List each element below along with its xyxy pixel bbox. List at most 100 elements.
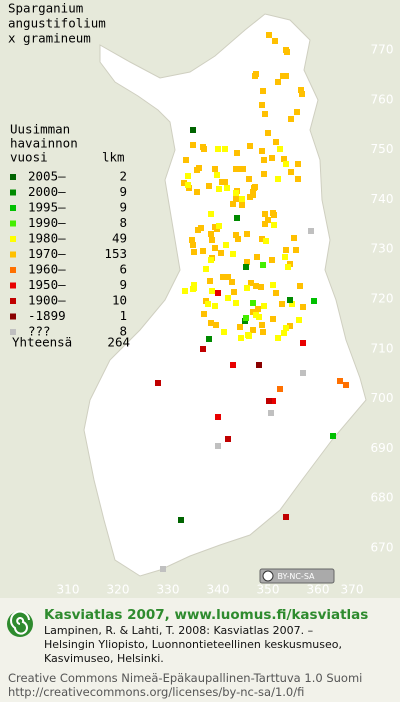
observation bbox=[191, 249, 197, 255]
observation bbox=[225, 295, 231, 301]
axes: 310 320 330 340 350 360 370 770 760 750 740 730 720 7… bbox=[57, 43, 394, 597]
legend-swatch bbox=[10, 236, 16, 242]
observation bbox=[297, 283, 303, 289]
x-axis-label: 350 bbox=[257, 583, 280, 597]
legend-count: 8 bbox=[119, 324, 127, 339]
observation bbox=[206, 183, 212, 189]
observation bbox=[212, 245, 218, 251]
observation bbox=[260, 88, 266, 94]
observation bbox=[155, 380, 161, 386]
observation bbox=[265, 130, 271, 136]
reference-line: Kasvimuseo, Helsinki. bbox=[44, 652, 164, 665]
observation bbox=[190, 142, 196, 148]
observation bbox=[233, 232, 239, 238]
observation bbox=[229, 279, 235, 285]
y-axis-label: 760 bbox=[371, 92, 394, 106]
observation bbox=[235, 236, 241, 242]
observation bbox=[281, 156, 287, 162]
observation bbox=[212, 303, 218, 309]
observation bbox=[190, 242, 196, 248]
observation bbox=[243, 315, 249, 321]
legend-label: 1980– bbox=[28, 231, 66, 246]
legend-label: 1900– bbox=[28, 293, 66, 308]
observation bbox=[259, 148, 265, 154]
observation bbox=[208, 231, 214, 237]
observation bbox=[275, 79, 281, 85]
observation bbox=[234, 215, 240, 221]
observation bbox=[283, 514, 289, 520]
cc-badge: BY-NC-SA bbox=[259, 568, 335, 584]
observation bbox=[248, 280, 254, 286]
observation bbox=[200, 346, 206, 352]
observation bbox=[260, 262, 266, 268]
observation bbox=[299, 91, 305, 97]
observation bbox=[178, 517, 184, 523]
legend-count: 10 bbox=[112, 293, 127, 308]
observation bbox=[291, 235, 297, 241]
observation bbox=[275, 335, 281, 341]
license-line: http://creativecommons.org/licenses/by-n… bbox=[8, 685, 305, 699]
observation bbox=[287, 297, 293, 303]
total-label: Yhteensä bbox=[12, 335, 72, 350]
legend-label: -1899 bbox=[28, 308, 66, 323]
y-axis-label: 670 bbox=[371, 541, 394, 555]
observation bbox=[270, 398, 276, 404]
observation bbox=[185, 173, 191, 179]
legend-count: 9 bbox=[119, 184, 127, 199]
legend-label: 1990– bbox=[28, 215, 66, 230]
observation bbox=[223, 242, 229, 248]
y-axis-label: 710 bbox=[371, 341, 394, 355]
legend-header: Uusimman bbox=[10, 122, 70, 137]
observation bbox=[260, 329, 266, 335]
observation bbox=[259, 322, 265, 328]
observation bbox=[250, 192, 256, 198]
observation bbox=[212, 166, 218, 172]
credits-heading: Kasviatlas 2007, www.luomus.fi/kasviatla… bbox=[44, 607, 368, 623]
legend-label: 2000– bbox=[28, 184, 66, 199]
observation bbox=[208, 211, 214, 217]
observation bbox=[343, 382, 349, 388]
species-name: angustifolium bbox=[8, 16, 106, 31]
y-axis-label: 740 bbox=[371, 192, 394, 206]
observation bbox=[300, 370, 306, 376]
observation bbox=[233, 300, 239, 306]
legend-header: vuosi bbox=[10, 150, 48, 165]
observation bbox=[262, 211, 268, 217]
observation bbox=[246, 176, 252, 182]
observation bbox=[308, 228, 314, 234]
observation bbox=[219, 179, 225, 185]
observation bbox=[262, 221, 268, 227]
legend-label: 1995– bbox=[28, 200, 66, 215]
legend-swatch bbox=[10, 251, 16, 258]
observation bbox=[233, 190, 239, 196]
observation bbox=[271, 222, 277, 228]
observation bbox=[269, 257, 275, 263]
y-axis-label: 680 bbox=[371, 491, 394, 505]
legend-label: 2005– bbox=[28, 169, 66, 184]
y-axis-label: 750 bbox=[371, 142, 394, 156]
legend-swatch bbox=[10, 189, 16, 196]
observation bbox=[212, 224, 218, 230]
legend-swatch bbox=[10, 313, 16, 320]
observation bbox=[230, 362, 236, 368]
observation bbox=[253, 283, 259, 289]
observation bbox=[275, 176, 281, 182]
observation bbox=[201, 311, 207, 317]
observation bbox=[250, 300, 256, 306]
legend-swatch bbox=[10, 174, 16, 180]
observation bbox=[259, 102, 265, 108]
observation bbox=[194, 189, 200, 195]
observation bbox=[185, 182, 191, 188]
observation bbox=[300, 304, 306, 310]
observation bbox=[270, 282, 276, 288]
observation bbox=[225, 274, 231, 280]
observation bbox=[215, 146, 221, 152]
observation bbox=[294, 109, 300, 115]
observation bbox=[330, 433, 336, 439]
legend-label: 1970– bbox=[28, 246, 66, 261]
observation bbox=[266, 398, 272, 404]
legend-count: 8 bbox=[119, 215, 127, 230]
observation bbox=[244, 259, 250, 265]
observation bbox=[295, 176, 301, 182]
